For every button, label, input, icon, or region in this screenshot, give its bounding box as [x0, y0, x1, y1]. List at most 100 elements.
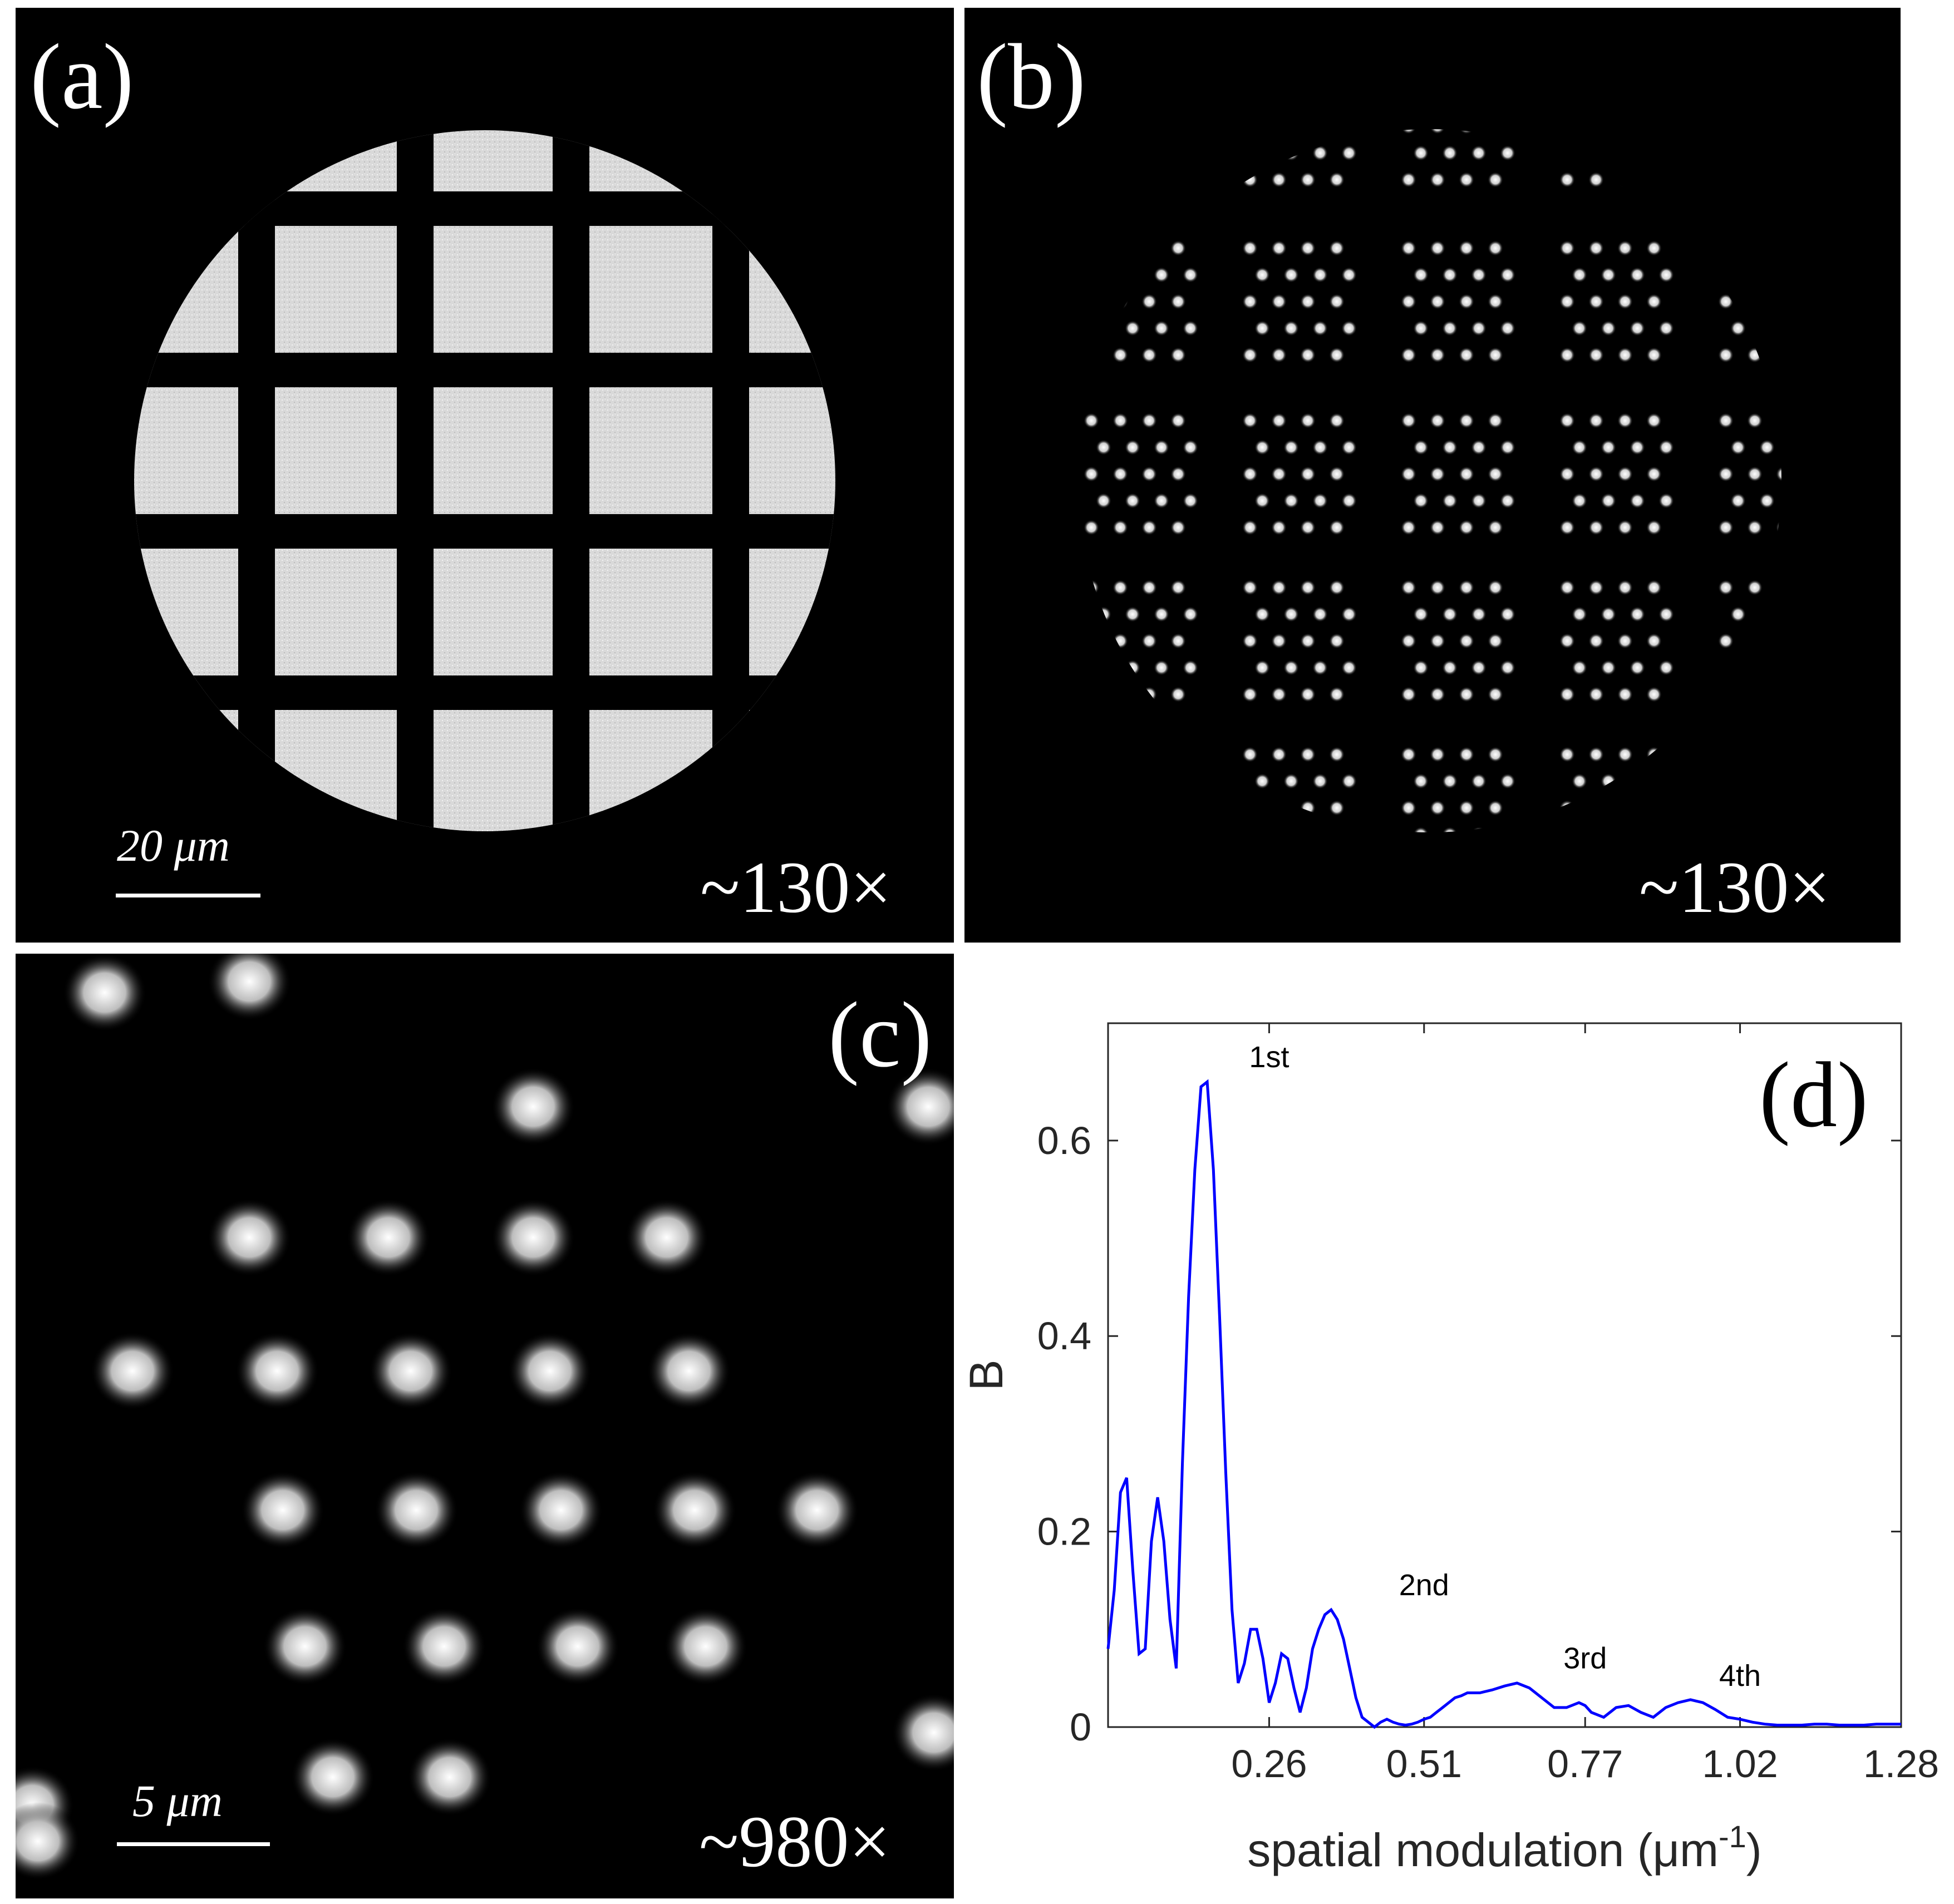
dot — [1488, 294, 1503, 309]
dot — [1601, 827, 1616, 832]
dot — [1413, 440, 1429, 455]
dot — [1442, 827, 1458, 832]
dot — [1500, 660, 1515, 675]
dot — [1776, 413, 1781, 428]
dot — [1113, 172, 1128, 188]
dot — [1747, 687, 1763, 702]
dot — [1141, 294, 1157, 309]
dot — [1559, 65, 1575, 81]
dot — [1588, 466, 1604, 482]
dot — [664, 1607, 747, 1685]
dot — [1471, 660, 1487, 675]
dot — [1559, 854, 1575, 869]
dot — [1084, 520, 1099, 535]
dot — [1283, 320, 1299, 336]
dot — [1442, 92, 1458, 107]
dot — [1817, 92, 1833, 107]
dot — [1588, 172, 1604, 188]
dot — [892, 1694, 954, 1772]
dot — [1572, 827, 1587, 832]
dot — [1254, 493, 1270, 509]
dot — [1500, 827, 1515, 832]
dot — [1084, 347, 1099, 363]
dot — [1588, 580, 1604, 595]
dot — [1471, 493, 1487, 509]
series-line — [1106, 1079, 1901, 1729]
dot — [1488, 240, 1503, 256]
dot — [1488, 347, 1503, 363]
dot — [1113, 520, 1128, 535]
dot — [1459, 129, 1474, 134]
dot — [1471, 827, 1487, 832]
panel-a-label: (a) — [30, 25, 134, 129]
dot — [1500, 493, 1515, 509]
dot — [1329, 520, 1345, 535]
dot — [1459, 633, 1474, 649]
dot — [1113, 747, 1128, 762]
dot — [1730, 773, 1746, 789]
dot — [1617, 413, 1633, 428]
dot — [1329, 466, 1345, 482]
dot — [1125, 440, 1140, 455]
dot — [1776, 580, 1781, 595]
dot — [1658, 660, 1674, 675]
dot — [1601, 267, 1616, 283]
dot — [1759, 493, 1775, 509]
dot — [1430, 854, 1445, 869]
dot — [1125, 320, 1140, 336]
dot — [1413, 660, 1429, 675]
dot — [1125, 92, 1140, 107]
dot — [1183, 267, 1198, 283]
dot — [1401, 294, 1416, 309]
dot — [1805, 240, 1820, 256]
dot — [1488, 520, 1503, 535]
dot — [1254, 92, 1270, 107]
dot — [1430, 294, 1445, 309]
dot — [1459, 800, 1474, 816]
dot — [1170, 347, 1186, 363]
dot — [1459, 65, 1474, 81]
dot — [1617, 854, 1633, 869]
dot — [1084, 747, 1099, 762]
dot — [1341, 145, 1357, 161]
panel-b: (b) ~130× — [964, 8, 1901, 943]
dot — [1646, 466, 1662, 482]
dot — [1459, 466, 1474, 482]
dot — [1630, 145, 1645, 161]
dot — [1154, 440, 1169, 455]
dot — [1588, 129, 1604, 134]
dot — [1747, 466, 1763, 482]
dot — [1329, 800, 1345, 816]
dot — [1747, 747, 1763, 762]
dot — [1459, 413, 1474, 428]
dot — [1300, 800, 1316, 816]
dot — [1459, 347, 1474, 363]
dot — [1630, 493, 1645, 509]
y-tick-label: 0.2 — [1037, 1510, 1091, 1553]
panel-b-image — [1084, 65, 1833, 869]
dot — [1747, 413, 1763, 428]
dot — [1805, 294, 1820, 309]
dot — [1271, 466, 1287, 482]
dot — [1730, 606, 1746, 622]
dot — [1658, 267, 1674, 283]
dot — [1430, 580, 1445, 595]
dot — [1300, 294, 1316, 309]
dot — [1300, 240, 1316, 256]
dot — [1776, 294, 1781, 309]
dot — [1646, 687, 1662, 702]
dot — [1401, 580, 1416, 595]
dot — [1442, 267, 1458, 283]
dot — [1341, 92, 1357, 107]
dot — [1341, 606, 1357, 622]
y-tick-label: 0.4 — [1037, 1314, 1091, 1358]
dot — [1617, 294, 1633, 309]
dot — [1559, 520, 1575, 535]
dot — [1242, 687, 1258, 702]
dot — [402, 1607, 486, 1685]
dot — [1805, 172, 1820, 188]
dot — [1113, 129, 1128, 134]
dot — [1805, 347, 1820, 363]
dot — [1730, 267, 1746, 283]
dot — [1747, 294, 1763, 309]
